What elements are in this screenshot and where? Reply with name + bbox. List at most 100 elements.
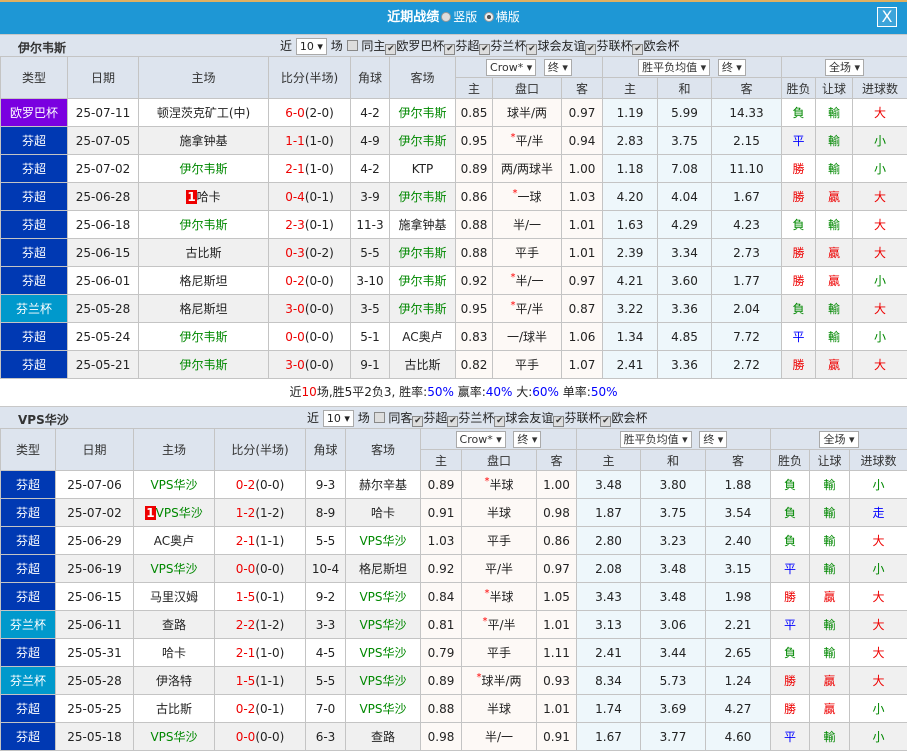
match-row[interactable]: 芬超 25-07-02 伊尔韦斯 2-1(1-0) 4-2 KTP 0.89 两… — [0, 154, 907, 183]
away-team[interactable]: VPS华沙 — [345, 582, 421, 611]
match-row[interactable]: 芬超 25-05-25 古比斯 0-2(0-1) 7-0 VPS华沙 0.88 … — [0, 694, 907, 723]
match-row[interactable]: 芬超 25-07-02 1VPS华沙 1-2(1-2) 8-9 哈卡 0.91 … — [0, 498, 907, 527]
period-select[interactable]: 全场 ▾ — [819, 430, 859, 448]
avg-select[interactable]: 胜平负均值 ▾ — [638, 58, 711, 76]
away-team[interactable]: VPS华沙 — [345, 666, 421, 695]
home-team[interactable]: 伊尔韦斯 — [138, 154, 269, 183]
same-venue-checkbox[interactable] — [373, 412, 385, 423]
period-select[interactable]: 全场 ▾ — [824, 58, 865, 76]
match-row[interactable]: 芬超 25-06-28 1哈卡 0-4(0-1) 3-9 伊尔韦斯 0.86 *… — [0, 182, 907, 211]
avg-select[interactable]: 胜平负均值 ▾ — [619, 430, 692, 448]
match-row[interactable]: 芬超 25-07-06 VPS华沙 0-2(0-0) 9-3 赫尔辛基 0.89… — [0, 470, 907, 499]
match-type[interactable]: 芬超 — [0, 582, 56, 611]
company-select[interactable]: Crow* ▾ — [486, 58, 537, 76]
away-team[interactable]: VPS华沙 — [345, 638, 421, 667]
match-type[interactable]: 芬超 — [0, 154, 68, 183]
avg-stage-select[interactable]: 终 ▾ — [699, 430, 728, 448]
away-team[interactable]: AC奥卢 — [389, 322, 456, 351]
match-row[interactable]: 芬超 25-06-18 伊尔韦斯 2-3(0-1) 11-3 施拿钟基 0.88… — [0, 210, 907, 239]
home-team[interactable]: 格尼斯坦 — [138, 294, 269, 323]
away-team[interactable]: VPS华沙 — [345, 526, 421, 555]
filter-checkbox[interactable]: ✔ — [447, 416, 459, 427]
match-type[interactable]: 芬兰杯 — [0, 294, 68, 323]
match-row[interactable]: 芬超 25-05-31 哈卡 2-1(1-0) 4-5 VPS华沙 0.79 平… — [0, 638, 907, 667]
filter-checkbox[interactable]: ✔ — [444, 44, 456, 55]
away-team[interactable]: 查路 — [345, 722, 421, 751]
company-select[interactable]: Crow* ▾ — [455, 430, 506, 448]
match-type[interactable]: 芬超 — [0, 322, 68, 351]
odds-stage-select[interactable]: 终 ▾ — [513, 430, 542, 448]
match-row[interactable]: 芬超 25-05-18 VPS华沙 0-0(0-0) 6-3 查路 0.98 半… — [0, 722, 907, 751]
filter-checkbox[interactable]: ✔ — [526, 44, 538, 55]
away-team[interactable]: 伊尔韦斯 — [389, 266, 456, 295]
close-button[interactable]: X — [877, 7, 897, 27]
match-type[interactable]: 芬超 — [0, 182, 68, 211]
home-team[interactable]: VPS华沙 — [133, 470, 215, 499]
match-row[interactable]: 欧罗巴杯 25-07-11 顿涅茨克矿工(中) 6-0(2-0) 4-2 伊尔韦… — [0, 98, 907, 127]
filter-checkbox[interactable]: ✔ — [412, 416, 424, 427]
home-team[interactable]: AC奥卢 — [133, 526, 215, 555]
radio-vertical[interactable] — [441, 12, 452, 22]
match-type[interactable]: 芬超 — [0, 266, 68, 295]
match-type[interactable]: 芬超 — [0, 470, 56, 499]
home-team[interactable]: 伊尔韦斯 — [138, 350, 269, 379]
match-row[interactable]: 芬超 25-07-05 施拿钟基 1-1(1-0) 4-9 伊尔韦斯 0.95 … — [0, 126, 907, 155]
match-row[interactable]: 芬超 25-06-19 VPS华沙 0-0(0-0) 10-4 格尼斯坦 0.9… — [0, 554, 907, 583]
odds-stage-select[interactable]: 终 ▾ — [543, 58, 572, 76]
away-team[interactable]: 赫尔辛基 — [345, 470, 421, 499]
match-type[interactable]: 芬兰杯 — [0, 610, 56, 639]
away-team[interactable]: 古比斯 — [389, 350, 456, 379]
game-count-select[interactable]: 10 ▾ — [295, 38, 327, 55]
away-team[interactable]: 伊尔韦斯 — [389, 294, 456, 323]
game-count-select[interactable]: 10 ▾ — [322, 410, 354, 427]
match-row[interactable]: 芬兰杯 25-05-28 伊洛特 1-5(1-1) 5-5 VPS华沙 0.89… — [0, 666, 907, 695]
away-team[interactable]: 伊尔韦斯 — [389, 182, 456, 211]
match-row[interactable]: 芬超 25-06-29 AC奥卢 2-1(1-1) 5-5 VPS华沙 1.03… — [0, 526, 907, 555]
home-team[interactable]: VPS华沙 — [133, 722, 215, 751]
home-team[interactable]: 哈卡 — [133, 638, 215, 667]
match-type[interactable]: 芬兰杯 — [0, 666, 56, 695]
away-team[interactable]: 格尼斯坦 — [345, 554, 421, 583]
home-team[interactable]: 伊洛特 — [133, 666, 215, 695]
home-team[interactable]: 1哈卡 — [138, 182, 269, 211]
same-venue-checkbox[interactable] — [346, 40, 358, 51]
home-team[interactable]: 马里汉姆 — [133, 582, 215, 611]
away-team[interactable]: 哈卡 — [345, 498, 421, 527]
match-type[interactable]: 芬超 — [0, 638, 56, 667]
home-team[interactable]: 古比斯 — [138, 238, 269, 267]
home-team[interactable]: 顿涅茨克矿工(中) — [138, 98, 269, 127]
away-team[interactable]: VPS华沙 — [345, 610, 421, 639]
match-type[interactable]: 芬超 — [0, 554, 56, 583]
match-type[interactable]: 芬超 — [0, 210, 68, 239]
match-type[interactable]: 芬超 — [0, 694, 56, 723]
match-type[interactable]: 芬超 — [0, 498, 56, 527]
match-row[interactable]: 芬超 25-06-15 马里汉姆 1-5(0-1) 9-2 VPS华沙 0.84… — [0, 582, 907, 611]
filter-checkbox[interactable]: ✔ — [585, 44, 597, 55]
match-type[interactable]: 芬超 — [0, 722, 56, 751]
home-team[interactable]: 查路 — [133, 610, 215, 639]
match-row[interactable]: 芬兰杯 25-06-11 查路 2-2(1-2) 3-3 VPS华沙 0.81 … — [0, 610, 907, 639]
home-team[interactable]: 古比斯 — [133, 694, 215, 723]
away-team[interactable]: 伊尔韦斯 — [389, 238, 456, 267]
match-type[interactable]: 芬超 — [0, 238, 68, 267]
match-type[interactable]: 欧罗巴杯 — [0, 98, 68, 127]
away-team[interactable]: 施拿钟基 — [389, 210, 456, 239]
filter-checkbox[interactable]: ✔ — [632, 44, 644, 55]
home-team[interactable]: 格尼斯坦 — [138, 266, 269, 295]
home-team[interactable]: 1VPS华沙 — [133, 498, 215, 527]
filter-checkbox[interactable]: ✔ — [600, 416, 612, 427]
filter-checkbox[interactable]: ✔ — [385, 44, 397, 55]
home-team[interactable]: 施拿钟基 — [138, 126, 269, 155]
away-team[interactable]: 伊尔韦斯 — [389, 126, 456, 155]
match-type[interactable]: 芬超 — [0, 526, 56, 555]
match-row[interactable]: 芬超 25-06-15 古比斯 0-3(0-2) 5-5 伊尔韦斯 0.88 平… — [0, 238, 907, 267]
away-team[interactable]: 伊尔韦斯 — [389, 98, 456, 127]
filter-checkbox[interactable]: ✔ — [479, 44, 491, 55]
match-row[interactable]: 芬兰杯 25-05-28 格尼斯坦 3-0(0-0) 3-5 伊尔韦斯 0.95… — [0, 294, 907, 323]
match-row[interactable]: 芬超 25-05-24 伊尔韦斯 0-0(0-0) 5-1 AC奥卢 0.83 … — [0, 322, 907, 351]
filter-checkbox[interactable]: ✔ — [494, 416, 506, 427]
home-team[interactable]: 伊尔韦斯 — [138, 210, 269, 239]
home-team[interactable]: VPS华沙 — [133, 554, 215, 583]
away-team[interactable]: VPS华沙 — [345, 694, 421, 723]
match-row[interactable]: 芬超 25-05-21 伊尔韦斯 3-0(0-0) 9-1 古比斯 0.82 平… — [0, 350, 907, 379]
